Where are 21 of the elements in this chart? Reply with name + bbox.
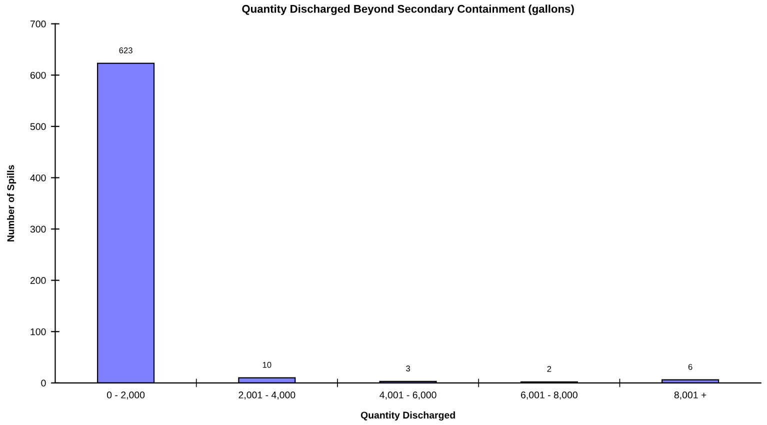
- data-label: 10: [262, 362, 272, 368]
- x-tick-label: 4,001 - 6,000: [380, 392, 436, 400]
- y-tick-label: 600: [30, 72, 46, 79]
- data-label: 3: [406, 366, 410, 372]
- y-axis-title: Number of Spills: [7, 165, 16, 242]
- y-tick-label: 500: [30, 123, 46, 130]
- x-tick-label: 6,001 - 8,000: [521, 392, 578, 400]
- data-label: 6: [688, 364, 692, 370]
- data-label: 623: [119, 47, 132, 54]
- x-tick-label: 0 - 2,000: [106, 392, 145, 400]
- y-tick-label: 100: [30, 328, 46, 336]
- y-tick-label: 300: [30, 226, 46, 233]
- chart-title: Quantity Discharged Beyond Secondary Containment (gallons): [242, 4, 574, 16]
- data-label: 2: [547, 366, 552, 372]
- y-tick-label: 200: [30, 277, 46, 284]
- y-tick-label: 400: [30, 174, 46, 182]
- x-tick-label: 8,001 +: [674, 392, 706, 400]
- x-tick-label: 2,001 - 4,000: [238, 392, 296, 400]
- y-tick-label: 0: [41, 380, 46, 387]
- y-tick-label: 700: [30, 20, 46, 28]
- x-axis-title: Quantity Discharged: [360, 411, 455, 421]
